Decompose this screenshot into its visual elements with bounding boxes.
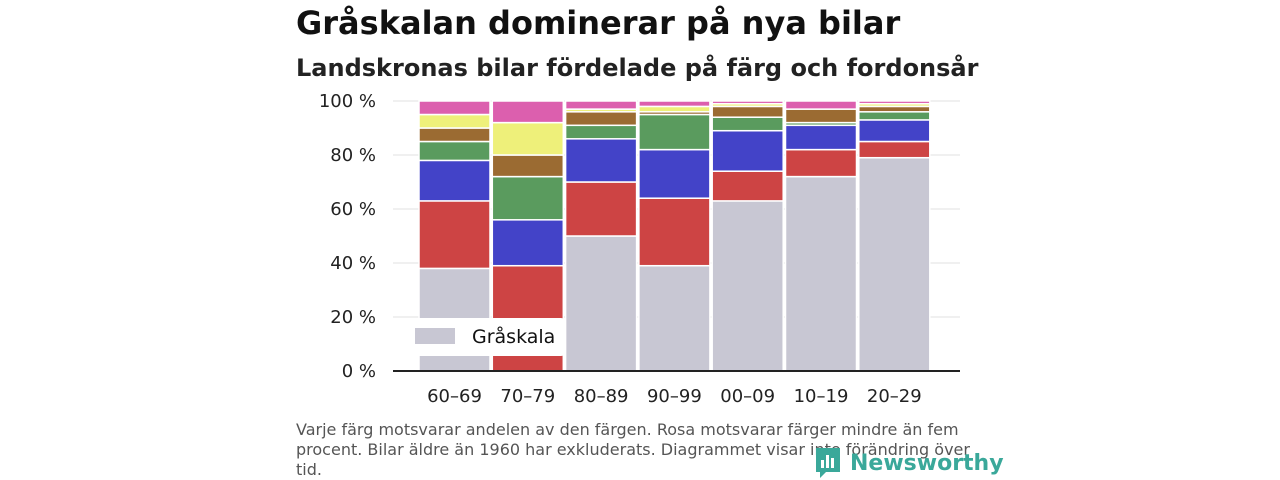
stacked-bar-chart: 0 % 20 % 40 % 60 % 80 % 100 % 60–69 70–79 80–89 9… [319, 91, 960, 407]
brand-logo: Newsworthy [814, 446, 1004, 480]
bar-segment [858, 111, 931, 121]
brand-name: Newsworthy [850, 450, 1004, 476]
bar-segment [858, 100, 931, 105]
bar-segment [418, 140, 491, 162]
footnote: Varje färg motsvarar andelen av den färg… [296, 420, 970, 479]
bar-segment [491, 219, 565, 267]
bar-segment [711, 129, 784, 172]
y-tick-label: 20 % [330, 307, 376, 328]
bar-segment [711, 200, 784, 372]
bar-segment [638, 197, 711, 267]
y-tick-label: 40 % [330, 253, 376, 274]
bar-segment [418, 127, 491, 143]
x-tick-label: 90–99 [647, 386, 702, 407]
bar-segment [491, 121, 565, 156]
legend-box [405, 318, 565, 356]
bar-segment [784, 124, 858, 151]
x-tick-label: 20–29 [867, 386, 922, 407]
bar-segment [418, 159, 491, 202]
bar-segment [564, 138, 638, 183]
chart-subtitle: Landskronas bilar fördelade på färg och … [296, 54, 979, 82]
bar-segment [491, 175, 565, 221]
x-tick-label: 70–79 [500, 386, 555, 407]
bar-segment [638, 100, 711, 108]
x-tick-label: 80–89 [574, 386, 629, 407]
bar-segment [564, 111, 638, 127]
bar-segment [638, 113, 711, 151]
bar-segment [564, 181, 638, 237]
bar-segment [564, 235, 638, 372]
bar-segment [711, 170, 784, 202]
bar-segment [418, 113, 491, 129]
x-tick-label: 10–19 [794, 386, 849, 407]
y-tick-label: 100 % [319, 91, 376, 112]
bar-segment [784, 148, 858, 178]
axes: 0 % 20 % 40 % 60 % 80 % 100 % 60–69 70–79 80–89 9… [319, 91, 960, 407]
bar-segment [491, 154, 565, 178]
bar-segment [711, 100, 784, 105]
newsworthy-logo-icon [816, 448, 840, 478]
bar-segment [564, 124, 638, 140]
bar-segment [638, 105, 711, 113]
bar-segment [784, 175, 858, 372]
bar-segment [858, 105, 931, 113]
x-tick-label: 00–09 [720, 386, 775, 407]
bar-segment [711, 116, 784, 132]
chart-title: Gråskalan dominerar på nya bilar [296, 4, 901, 42]
bar-segment [858, 156, 931, 372]
legend: Gråskala [405, 318, 565, 356]
legend-label: Gråskala [472, 325, 555, 348]
bar-segment [784, 108, 858, 124]
bar-segment [858, 140, 931, 159]
bar-segment [638, 264, 711, 372]
x-tick-label: 60–69 [427, 386, 482, 407]
bar-segment [491, 100, 565, 124]
bar-segment [638, 148, 711, 199]
y-tick-label: 60 % [330, 199, 376, 220]
bar-segment [784, 100, 858, 110]
y-tick-label: 80 % [330, 145, 376, 166]
bar-segment [858, 119, 931, 143]
bar-segment [418, 100, 491, 116]
legend-swatch [415, 328, 455, 344]
bar-segment [711, 105, 784, 118]
bar-segment [564, 100, 638, 110]
y-tick-label: 0 % [342, 361, 376, 382]
bar-segment [418, 200, 491, 270]
